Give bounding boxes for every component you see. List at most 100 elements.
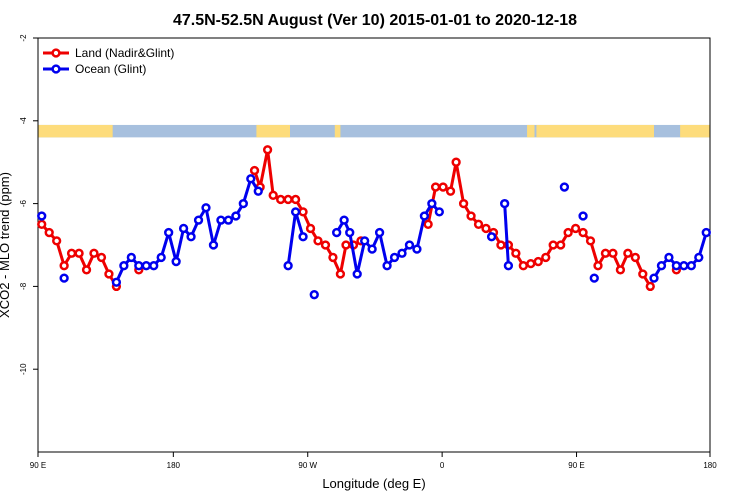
x-tick-label: 90 E [568,461,584,470]
data-point [313,236,323,246]
data-point [423,219,433,229]
data-point [694,252,704,263]
y-tick-label: -8 [19,282,28,290]
data-point [656,261,667,271]
chart-title: 47.5N-52.5N August (Ver 10) 2015-01-01 t… [173,12,577,29]
data-point [298,207,308,217]
data-point [593,261,603,271]
land-strip [527,124,535,138]
data-point [389,252,400,263]
data-point [335,269,346,279]
data-point [59,273,69,283]
data-point [445,186,456,196]
data-point [511,248,521,258]
data-point [578,211,588,221]
data-point [671,261,682,271]
series-land [37,145,682,292]
data-point [74,248,84,258]
data-point [171,256,181,267]
data-point [276,194,286,205]
data-point [664,252,674,263]
data-point [623,248,633,258]
data-point [201,203,211,213]
data-point [701,227,711,238]
data-point [119,261,129,271]
data-point [290,207,301,217]
data-point [615,265,626,275]
data-point [89,248,99,258]
data-point [126,252,136,263]
data-point [500,198,510,209]
legend-swatch-marker [51,48,61,58]
series-line [253,148,362,276]
x-axis: 90 E 180 90 W 0 90 E 180 [30,452,717,470]
data-point [283,261,293,271]
data-point [186,232,196,242]
data-point [600,248,611,258]
data-point [382,261,392,271]
data-point [589,273,599,283]
data-point [404,240,415,250]
data-point [419,211,430,221]
data-point [451,157,461,167]
y-axis-label: XCO2 - MLO trend (ppm) [0,172,12,318]
data-point [134,261,144,271]
data-point [37,211,47,221]
legend: Land (Nadir&Glint) Ocean (Glint) [43,46,174,76]
land-strip [334,124,341,138]
data-point [645,281,655,292]
legend-item: Ocean (Glint) [43,62,146,76]
land-strip [38,124,113,138]
x-tick-label: 90 W [298,461,317,470]
data-point [397,248,407,258]
data-point [345,227,355,238]
data-point [249,165,260,176]
land-strip [680,124,710,138]
y-tick-label: -10 [19,363,28,375]
data-point [541,252,551,263]
series-layer [37,145,711,300]
data-point [585,236,596,246]
data-point [486,232,497,242]
series-ocean [37,174,711,300]
land-strip [536,124,654,138]
data-point [44,227,54,238]
data-point [208,240,219,250]
data-point [141,261,151,271]
data-point [608,248,618,258]
data-point [262,145,273,155]
data-point [231,211,241,221]
data-point [164,227,174,238]
data-point [305,223,316,234]
data-point [253,186,263,196]
data-point [434,207,444,217]
data-point [630,252,640,263]
series-line [503,203,510,266]
data-point [438,182,448,192]
data-point [352,269,362,279]
data-point [412,244,422,254]
data-point [268,190,278,200]
data-point [481,223,491,234]
legend-label: Land (Nadir&Glint) [75,46,174,60]
land-sea-band [38,124,710,138]
data-point [686,261,696,271]
x-tick-label: 0 [440,461,445,470]
data-point [638,269,648,279]
data-point [548,240,558,250]
x-tick-label: 180 [167,461,181,470]
data-point [216,215,226,225]
y-tick-label: -2 [19,34,28,42]
legend-swatch-marker [51,64,61,74]
data-point [52,236,62,246]
data-point [526,258,536,269]
data-point [649,273,659,283]
x-tick-label: 180 [703,461,717,470]
data-point [518,261,528,271]
y-tick-label: -4 [19,117,28,125]
data-point [223,215,234,225]
data-point [283,194,293,205]
data-point [298,232,308,242]
data-point [563,227,573,238]
